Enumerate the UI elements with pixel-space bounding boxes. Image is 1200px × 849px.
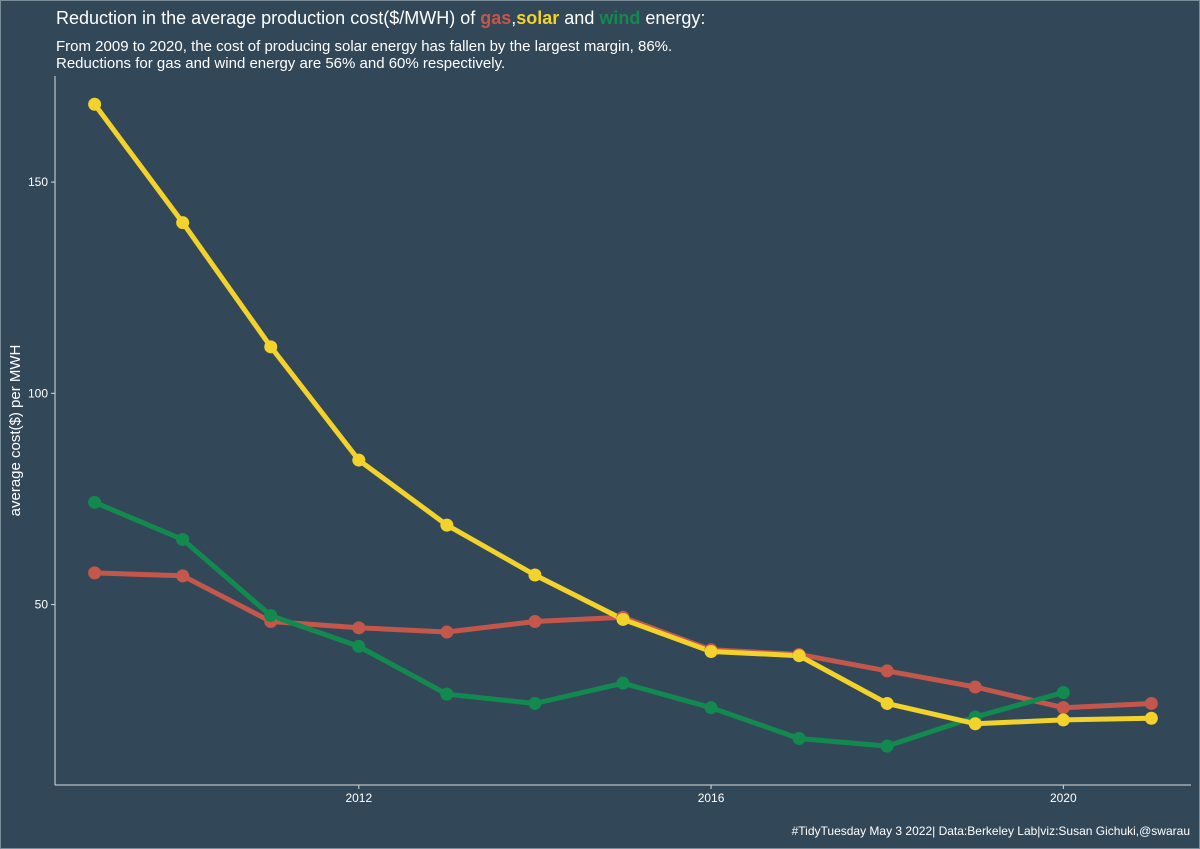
data-point-wind-2015: [616, 676, 630, 690]
data-point-gas-2009: [88, 566, 102, 580]
data-point-solar-2019: [968, 717, 982, 731]
data-point-solar-2013: [440, 518, 454, 532]
series-line-solar: [92, 101, 1154, 727]
data-point-gas-2020: [1056, 701, 1070, 715]
chart-caption: #TidyTuesday May 3 2022| Data:Berkeley L…: [791, 824, 1190, 838]
title-solar: solar: [516, 8, 560, 28]
data-point-wind-2011: [264, 609, 278, 623]
data-point-wind-2010: [176, 533, 190, 547]
y-axis-label: average cost($) per MWH: [7, 345, 24, 517]
x-tick-label-2020: 2020: [1050, 791, 1077, 805]
data-point-solar-2017: [792, 649, 806, 663]
chart-subtitle: From 2009 to 2020, the cost of producing…: [56, 38, 672, 72]
data-point-gas-2012: [352, 621, 366, 635]
data-point-solar-2015: [616, 612, 630, 626]
data-point-solar-2018: [880, 696, 894, 710]
data-point-wind-2017: [792, 732, 806, 746]
data-point-solar-2016: [704, 644, 718, 658]
data-point-wind-2020: [1056, 685, 1070, 699]
y-tick-label-100: 100: [28, 386, 48, 400]
data-point-solar-2020: [1056, 713, 1070, 727]
title-comma: ,: [511, 8, 517, 28]
data-point-wind-2014: [528, 696, 542, 710]
data-point-wind-2012: [352, 639, 366, 653]
title-suffix: energy:: [640, 8, 706, 28]
data-point-wind-2016: [704, 701, 718, 715]
data-point-gas-2018: [880, 664, 894, 678]
title-gas: gas: [480, 8, 512, 28]
title-wind: wind: [599, 8, 641, 28]
subtitle-line-1: From 2009 to 2020, the cost of producing…: [56, 38, 673, 55]
title-prefix: Reduction in the average production cost…: [56, 8, 481, 28]
chart-title: Reduction in the average production cost…: [56, 8, 705, 29]
data-point-gas-2014: [528, 614, 542, 628]
data-point-gas-2019: [968, 680, 982, 694]
data-point-wind-2013: [440, 687, 454, 701]
y-tick-label-50: 50: [35, 598, 49, 612]
x-tick-label-2016: 2016: [698, 791, 725, 805]
subtitle-line-2: Reductions for gas and wind energy are 5…: [56, 55, 506, 72]
data-point-gas-2021: [1144, 696, 1158, 710]
data-point-solar-2010: [176, 216, 190, 230]
y-tick-label-150: 150: [28, 175, 48, 189]
data-point-gas-2013: [440, 625, 454, 639]
data-point-solar-2014: [528, 568, 542, 582]
data-point-solar-2021: [1144, 711, 1158, 725]
data-point-solar-2009: [88, 97, 102, 111]
data-point-wind-2018: [880, 739, 894, 753]
data-point-gas-2010: [176, 569, 190, 583]
data-point-solar-2012: [352, 453, 366, 467]
x-tick-label-2012: 2012: [345, 791, 372, 805]
data-point-solar-2011: [264, 340, 278, 354]
data-point-wind-2009: [88, 495, 102, 509]
title-and: and: [559, 8, 600, 28]
series-line-wind: [92, 499, 1066, 749]
